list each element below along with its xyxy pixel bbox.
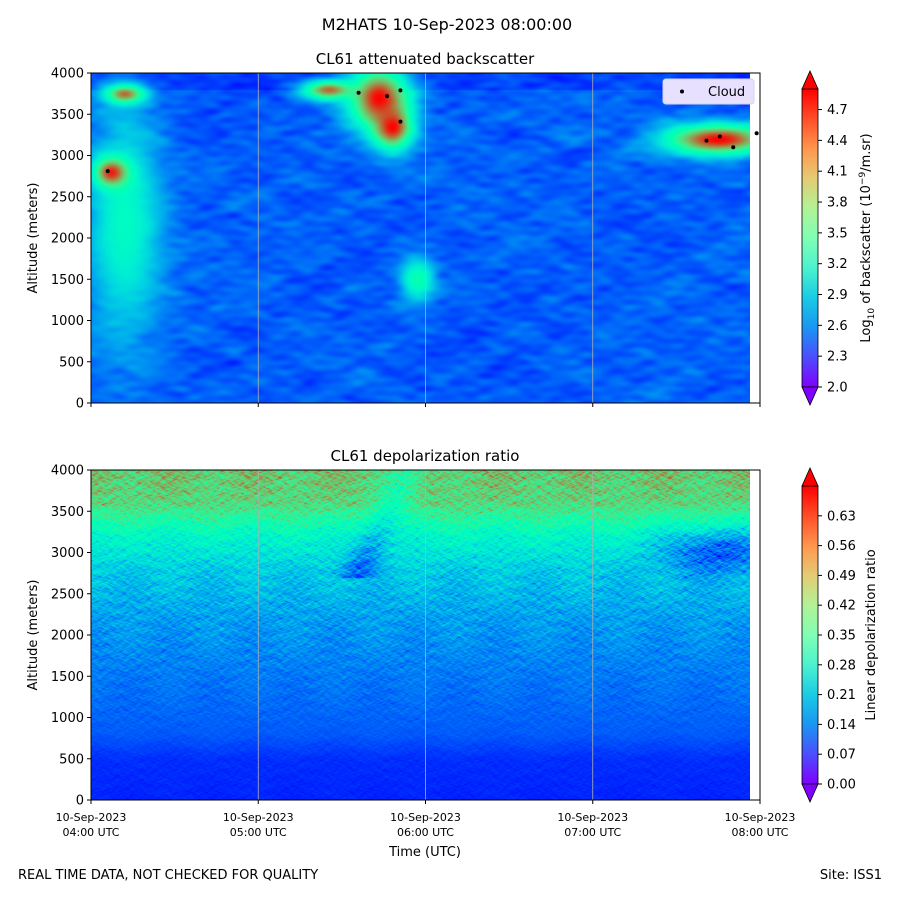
depolarization-panel: CL61 depolarization ratio 0 500 1000 1500 20…: [26, 447, 879, 839]
x-tick-label-date: 10-Sep-2023: [557, 811, 628, 824]
colorbar-tick-label: 0.63: [827, 509, 856, 524]
colorbar-tick-label: 4.1: [827, 165, 848, 180]
colorbar-tick-label: 0.42: [827, 599, 856, 614]
y-tick-label: 2000: [51, 232, 84, 247]
colorbar-tick-label: 0.21: [827, 688, 856, 703]
backscatter-colorbar-min-arrow: [801, 386, 819, 406]
y-tick-label: 0: [76, 397, 84, 412]
depolarization-y-ticks: 0 500 1000 1500 2000 2500 3000 3500 4000: [51, 464, 91, 809]
x-tick-label-date: 10-Sep-2023: [223, 811, 294, 824]
depolarization-colorbar-ticks: 0.00 0.07 0.14 0.21 0.28 0.35 0.42 0.49 0.56 0.63: [818, 509, 856, 793]
y-tick-label: 3500: [51, 505, 84, 520]
colorbar-tick-label: 0.00: [827, 778, 856, 793]
backscatter-colorbar-max-arrow: [801, 70, 819, 90]
colorbar-tick-label: 0.14: [827, 718, 856, 733]
cloud-legend-label: Cloud: [708, 85, 745, 100]
cloud-point: [398, 88, 403, 93]
cloud-point: [356, 90, 361, 95]
backscatter-y-ticks: 0 500 1000 1500 2000 2500 3000 3500 4000: [51, 67, 91, 412]
depolarization-colorbar-min-arrow: [801, 783, 819, 803]
quality-disclaimer: REAL TIME DATA, NOT CHECKED FOR QUALITY: [18, 868, 319, 883]
colorbar-tick-label: 4.4: [827, 134, 848, 149]
colorbar-tick-label: 0.35: [827, 629, 856, 644]
colorbar-tick-label: 0.28: [827, 658, 856, 673]
x-tick-label-time: 07:00 UTC: [564, 826, 621, 839]
x-tick-label-time: 04:00 UTC: [62, 826, 119, 839]
backscatter-ylabel: Altitude (meters): [26, 183, 41, 294]
cloud-point: [105, 169, 110, 174]
figure-suptitle: M2HATS 10-Sep-2023 08:00:00: [322, 15, 572, 34]
colorbar-tick-label: 3.8: [827, 196, 848, 211]
x-tick-label-date: 10-Sep-2023: [56, 811, 127, 824]
colorbar-tick-label: 2.6: [827, 319, 848, 334]
cloud-points: [105, 88, 759, 174]
x-tick-label-date: 10-Sep-2023: [390, 811, 461, 824]
y-tick-label: 2000: [51, 629, 84, 644]
colorbar-tick-label: 0.07: [827, 748, 856, 763]
depolarization-gridlines: [257, 470, 594, 800]
depolarization-colorbar: 0.00 0.07 0.14 0.21 0.28 0.35 0.42 0.49 0.56 0.63…: [801, 467, 879, 803]
y-tick-label: 3000: [51, 546, 84, 561]
x-tick-label-time: 06:00 UTC: [397, 826, 454, 839]
depolarization-title: CL61 depolarization ratio: [331, 447, 520, 465]
x-tick-label-time: 05:00 UTC: [230, 826, 287, 839]
x-tick-label-date: 10-Sep-2023: [725, 811, 796, 824]
depolarization-x-ticks: 10-Sep-2023 04:00 UTC 10-Sep-2023 05:00 UTC…: [56, 800, 796, 839]
colorbar-tick-label: 0.56: [827, 539, 856, 554]
y-tick-label: 500: [59, 752, 84, 767]
y-tick-label: 500: [59, 355, 84, 370]
backscatter-gridlines: [257, 73, 594, 403]
y-tick-label: 0: [76, 794, 84, 809]
backscatter-colorbar-label: Log10 of backscatter (10−9/m.sr): [858, 133, 877, 342]
backscatter-title: CL61 attenuated backscatter: [316, 50, 535, 68]
backscatter-plot-area: [91, 73, 750, 403]
cloud-point: [717, 134, 722, 139]
y-tick-label: 4000: [51, 464, 84, 479]
y-tick-label: 2500: [51, 587, 84, 602]
depolarization-plot-area: [91, 470, 750, 800]
cloud-point: [704, 138, 709, 143]
site-label: Site: ISS1: [819, 868, 882, 883]
cloud-point: [398, 119, 403, 124]
y-tick-label: 4000: [51, 67, 84, 82]
colorbar-tick-label: 3.2: [827, 257, 848, 272]
depolarization-colorbar-max-arrow: [801, 467, 819, 487]
cloud-legend-marker: [680, 89, 684, 94]
y-tick-label: 1500: [51, 273, 84, 288]
cloud-point: [754, 131, 759, 136]
y-tick-label: 1500: [51, 670, 84, 685]
cloud-point: [385, 94, 390, 99]
backscatter-colorbar-ticks: 2.0 2.3 2.6 2.9 3.2 3.5 3.8 4.1 4.4 4.7: [818, 103, 848, 396]
y-tick-label: 1000: [51, 711, 84, 726]
colorbar-tick-label: 2.0: [827, 381, 848, 396]
backscatter-colorbar: 2.0 2.3 2.6 2.9 3.2 3.5 3.8 4.1 4.4 4.7 Log10 of …: [801, 70, 877, 406]
cloud-legend: Cloud: [662, 78, 755, 105]
x-axis-label: Time (UTC): [388, 845, 461, 860]
x-tick-label-time: 08:00 UTC: [731, 826, 788, 839]
backscatter-panel: CL61 attenuated backscatter 0 500 1000 1500…: [26, 50, 877, 412]
depolarization-colorbar-label: Linear depolarization ratio: [864, 549, 879, 720]
backscatter-colorbar-body: [801, 88, 819, 388]
cloud-legend-box: [662, 78, 755, 105]
depolarization-colorbar-body: [801, 485, 819, 785]
colorbar-tick-label: 3.5: [827, 226, 848, 241]
cloud-point: [731, 145, 736, 150]
backscatter-x-ticks: [90, 403, 761, 407]
y-tick-label: 3000: [51, 149, 84, 164]
depolarization-ylabel: Altitude (meters): [26, 580, 41, 691]
y-tick-label: 1000: [51, 314, 84, 329]
y-tick-label: 3500: [51, 108, 84, 123]
colorbar-tick-label: 2.9: [827, 288, 848, 303]
colorbar-tick-label: 4.7: [827, 103, 848, 118]
colorbar-tick-label: 0.49: [827, 569, 856, 584]
colorbar-tick-label: 2.3: [827, 350, 848, 365]
y-tick-label: 2500: [51, 190, 84, 205]
